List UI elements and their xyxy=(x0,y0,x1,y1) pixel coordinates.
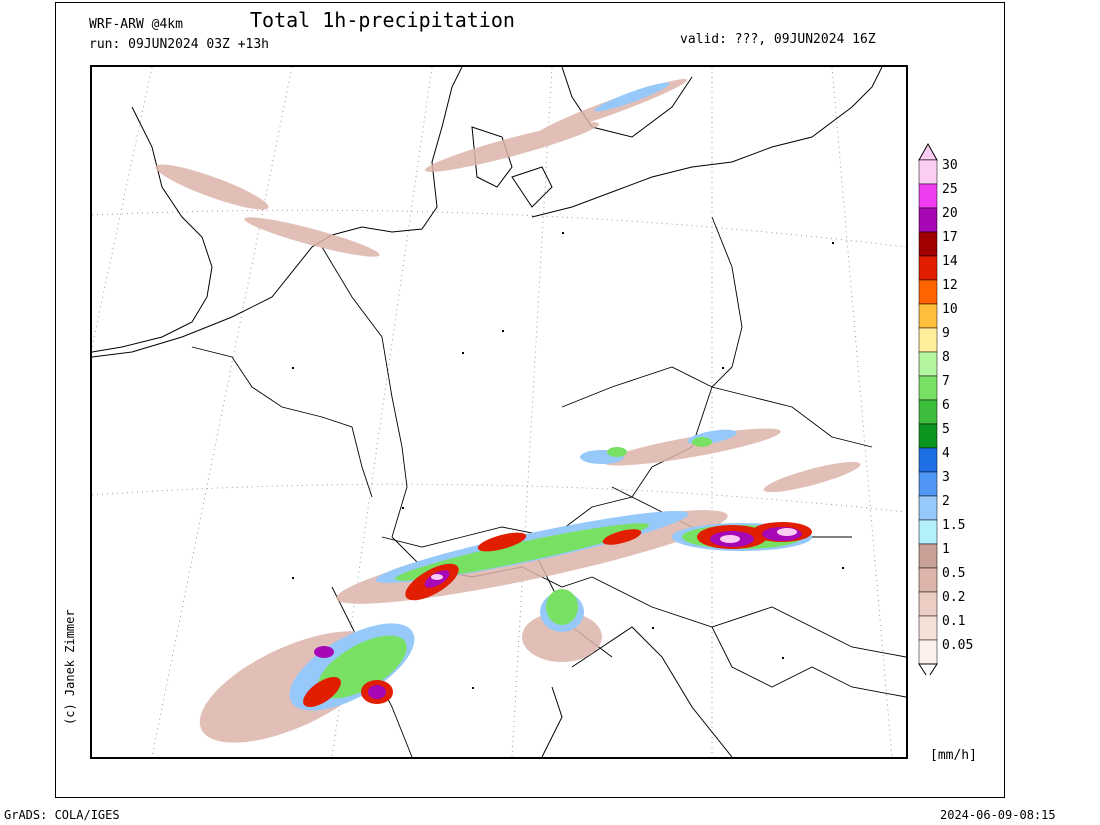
colorbar-label: 0.05 xyxy=(942,638,974,653)
colorbar-label: 4 xyxy=(942,446,950,461)
colorbar-swatch-30 xyxy=(918,159,938,185)
colorbar-label: 0.5 xyxy=(942,566,966,581)
colorbar-bottom-arrow xyxy=(918,663,938,675)
colorbar-label: 0.1 xyxy=(942,614,966,629)
colorbar-swatch-3 xyxy=(918,471,938,497)
colorbar-swatch-17 xyxy=(918,231,938,257)
coastlines xyxy=(92,67,883,757)
colorbar-label: 1.5 xyxy=(942,518,966,533)
colorbar-swatch-0.05 xyxy=(918,639,938,665)
colorbar-swatch-5 xyxy=(918,423,938,449)
colorbar-label: 7 xyxy=(942,374,950,389)
colorbar-label: 1 xyxy=(942,542,950,557)
colorbar-label: 9 xyxy=(942,326,950,341)
colorbar-swatch-4 xyxy=(918,447,938,473)
colorbar-swatch-0.5 xyxy=(918,567,938,593)
colorbar-label: 2 xyxy=(942,494,950,509)
colorbar-swatch-1 xyxy=(918,543,938,569)
copyright-label: (c) Janek Zimmer xyxy=(63,609,77,725)
colorbar-swatch-0.2 xyxy=(918,591,938,617)
plot-frame xyxy=(55,2,1005,798)
colorbar-label: 14 xyxy=(942,254,958,269)
precipitation-cells xyxy=(155,78,861,743)
model-label: WRF-ARW @4km xyxy=(89,17,183,32)
map-canvas xyxy=(92,67,906,757)
footer-software-label: GrADS: COLA/IGES xyxy=(4,808,120,822)
colorbar-label: 17 xyxy=(942,230,958,245)
colorbar-label: 6 xyxy=(942,398,950,413)
run-label: run: 09JUN2024 03Z +13h xyxy=(89,37,270,52)
colorbar-swatch-0.1 xyxy=(918,615,938,641)
chart-title: Total 1h-precipitation xyxy=(250,8,515,32)
colorbar-swatch-10 xyxy=(918,303,938,329)
valid-time-label: valid: ???, 09JUN2024 16Z xyxy=(680,32,876,47)
colorbar-swatch-7 xyxy=(918,375,938,401)
unit-label: [mm/h] xyxy=(930,748,977,763)
precipitation-map xyxy=(90,65,908,759)
colorbar-label: 25 xyxy=(942,182,958,197)
colorbar-label: 30 xyxy=(942,158,958,173)
colorbar-swatch-20 xyxy=(918,207,938,233)
colorbar-label: 0.2 xyxy=(942,590,966,605)
colorbar-label: 5 xyxy=(942,422,950,437)
colorbar-swatch-14 xyxy=(918,255,938,281)
colorbar-label: 8 xyxy=(942,350,950,365)
colorbar-swatch-25 xyxy=(918,183,938,209)
colorbar-swatch-12 xyxy=(918,279,938,305)
colorbar xyxy=(918,142,938,675)
colorbar-label: 20 xyxy=(942,206,958,221)
colorbar-label: 3 xyxy=(942,470,950,485)
colorbar-swatch-8 xyxy=(918,351,938,377)
colorbar-top-arrow xyxy=(918,142,938,161)
footer-timestamp-label: 2024-06-09-08:15 xyxy=(940,808,1056,822)
colorbar-label: 12 xyxy=(942,278,958,293)
city-markers xyxy=(292,232,844,689)
colorbar-label: 10 xyxy=(942,302,958,317)
colorbar-swatch-9 xyxy=(918,327,938,353)
colorbar-swatch-1.5 xyxy=(918,519,938,545)
colorbar-swatch-2 xyxy=(918,495,938,521)
colorbar-swatch-6 xyxy=(918,399,938,425)
graticule xyxy=(92,67,906,757)
